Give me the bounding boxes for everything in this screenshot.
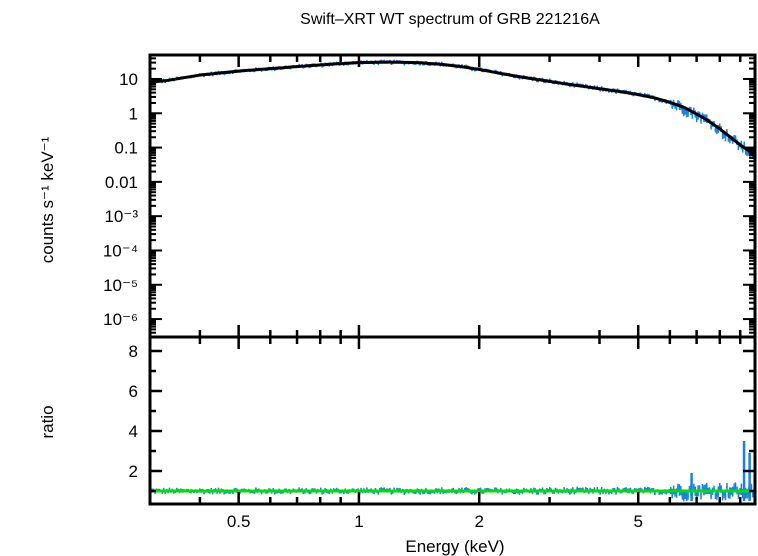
- model-line: [149, 60, 756, 157]
- tick-marks: [148, 54, 755, 504]
- spectrum-model-layer: [149, 60, 756, 157]
- ratio-frame: [148, 335, 757, 506]
- spectrum-frame: [148, 53, 757, 339]
- y-tick-label-spectrum: 10⁻⁶: [103, 310, 138, 329]
- x-tick-label: 0.5: [227, 512, 251, 531]
- y-tick-label-spectrum: 10⁻⁴: [103, 241, 138, 260]
- y-tick-label-ratio: 6: [129, 382, 138, 401]
- y-tick-label-spectrum: 0.1: [114, 139, 138, 158]
- chart-title: Swift–XRT WT spectrum of GRB 221216A: [300, 11, 600, 28]
- y-tick-label-spectrum: 1: [129, 104, 138, 123]
- ratio-data-layer: [150, 337, 757, 502]
- y-tick-label-spectrum: 10⁻⁵: [103, 276, 138, 295]
- axes-frames: [148, 53, 757, 506]
- tick-labels: 0.5 1 2 5 10 1 0.1 0.01 10⁻³ 10⁻⁴ 10⁻⁵ 10⁻⁶ 2 4 6 8: [103, 70, 643, 531]
- y-tick-label-ratio: 2: [129, 462, 138, 481]
- y-axis-label-spectrum: counts s⁻¹ keV⁻¹: [38, 136, 57, 263]
- x-tick-label: 5: [633, 512, 642, 531]
- y-tick-label-ratio: 8: [129, 342, 138, 361]
- y-axis-label-ratio: ratio: [38, 405, 57, 438]
- y-tick-label-spectrum: 0.01: [105, 173, 138, 192]
- x-tick-label: 2: [474, 512, 483, 531]
- y-tick-label-ratio: 4: [129, 422, 138, 441]
- y-tick-label-spectrum: 10: [119, 70, 138, 89]
- x-tick-label: 1: [354, 512, 363, 531]
- y-tick-label-spectrum: 10⁻³: [104, 207, 138, 226]
- x-axis-label: Energy (keV): [405, 537, 504, 556]
